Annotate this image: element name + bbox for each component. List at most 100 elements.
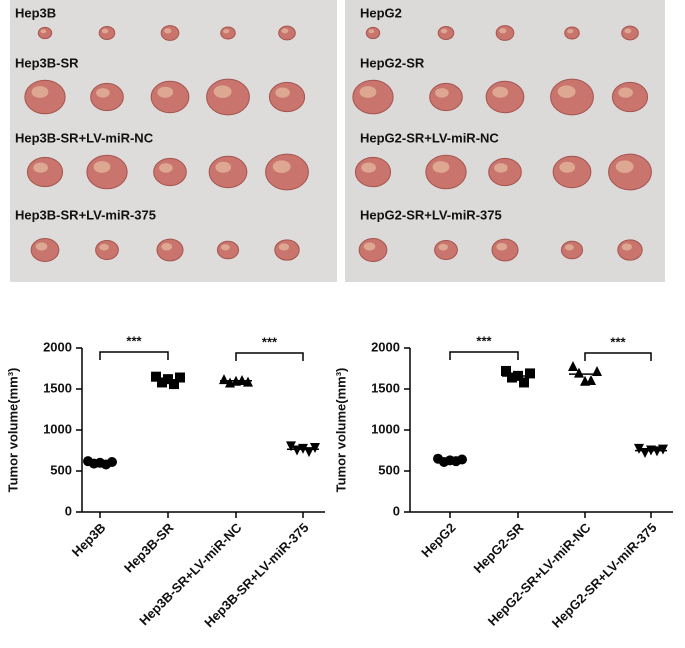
tumor-highlight bbox=[363, 242, 376, 251]
point bbox=[457, 454, 467, 465]
x-tick-label: HepG2-SR bbox=[470, 520, 526, 576]
photo-label: Hep3B-SR bbox=[15, 55, 79, 70]
x-tick-label: Hep3B bbox=[69, 520, 109, 560]
tumor bbox=[611, 81, 649, 113]
tumor-highlight bbox=[559, 161, 576, 173]
tumor bbox=[352, 79, 394, 115]
point bbox=[574, 367, 584, 378]
tumor-highlight bbox=[361, 162, 376, 173]
tumor bbox=[358, 237, 388, 263]
tumor-highlight bbox=[31, 86, 49, 98]
tumor bbox=[617, 239, 643, 261]
y-tick-label: 1000 bbox=[371, 421, 400, 436]
tumor-highlight bbox=[223, 29, 230, 34]
tumor bbox=[495, 25, 515, 41]
tumor bbox=[206, 78, 250, 116]
tumor-highlight bbox=[615, 160, 634, 173]
photo-label: HepG2-SR+LV-miR-NC bbox=[360, 130, 499, 145]
tumor bbox=[26, 156, 64, 188]
point bbox=[586, 374, 596, 385]
x-tick-label: HepG2 bbox=[418, 520, 458, 560]
tumor-highlight bbox=[220, 244, 230, 251]
tumor bbox=[488, 157, 522, 187]
point bbox=[310, 443, 320, 454]
y-tick-label: 0 bbox=[393, 503, 400, 518]
tumor bbox=[37, 26, 53, 40]
point bbox=[634, 443, 644, 454]
tumor bbox=[434, 240, 458, 260]
tumor bbox=[560, 240, 584, 260]
y-tick-label: 1500 bbox=[371, 380, 400, 395]
tumor bbox=[621, 25, 639, 41]
tumor-highlight bbox=[499, 28, 507, 34]
tumor-highlight bbox=[159, 163, 173, 173]
tumor bbox=[425, 154, 467, 190]
tumor bbox=[156, 238, 184, 262]
significance-label: *** bbox=[262, 334, 278, 349]
tumor bbox=[30, 237, 60, 263]
significance-bracket bbox=[99, 351, 169, 360]
tumor-highlight bbox=[93, 161, 111, 173]
point bbox=[219, 374, 229, 385]
photo-label: Hep3B bbox=[15, 5, 56, 20]
point bbox=[151, 371, 161, 382]
tumor-highlight bbox=[557, 85, 576, 98]
y-tick-label: 500 bbox=[50, 462, 72, 477]
tumor-highlight bbox=[40, 29, 47, 34]
tumor bbox=[265, 153, 309, 191]
tumor bbox=[564, 26, 580, 40]
tumor bbox=[86, 154, 128, 190]
point bbox=[658, 444, 668, 455]
tumor-highlight bbox=[492, 86, 509, 98]
tumor-highlight bbox=[99, 243, 109, 251]
point bbox=[169, 379, 179, 390]
tumor-highlight bbox=[440, 28, 448, 34]
tumor-highlight bbox=[494, 163, 508, 173]
tumor bbox=[365, 26, 381, 40]
point bbox=[286, 441, 296, 452]
tumor bbox=[485, 80, 525, 114]
tumor-highlight bbox=[438, 243, 448, 251]
point bbox=[292, 445, 302, 456]
tumor bbox=[160, 25, 180, 41]
tumor bbox=[208, 155, 248, 189]
tumor-highlight bbox=[359, 86, 377, 98]
tumor bbox=[98, 26, 116, 40]
y-tick-label: 2000 bbox=[43, 339, 72, 354]
tumor-highlight bbox=[368, 29, 375, 34]
tumor-highlight bbox=[281, 28, 289, 34]
tumor bbox=[268, 81, 306, 113]
tumor bbox=[552, 155, 592, 189]
tumor-highlight bbox=[432, 161, 450, 173]
significance-bracket bbox=[584, 352, 652, 361]
tumor-highlight bbox=[275, 87, 290, 98]
tumor-highlight bbox=[215, 161, 232, 173]
point bbox=[175, 372, 185, 383]
point bbox=[107, 456, 117, 467]
point bbox=[157, 377, 167, 388]
tumor-highlight bbox=[33, 162, 48, 173]
tumor bbox=[274, 239, 300, 261]
tumor bbox=[354, 156, 392, 188]
tumor-highlight bbox=[496, 242, 508, 251]
photo-panel bbox=[10, 0, 337, 282]
y-tick-label: 1500 bbox=[43, 380, 72, 395]
significance-bracket bbox=[449, 351, 519, 360]
point bbox=[519, 377, 529, 388]
tumor-highlight bbox=[161, 242, 173, 251]
photo-label: Hep3B-SR+LV-miR-NC bbox=[15, 130, 154, 145]
y-tick-label: 0 bbox=[65, 503, 72, 518]
point bbox=[507, 372, 517, 383]
tumor bbox=[550, 78, 594, 116]
y-axis-label: Tumor volume(mm³) bbox=[333, 368, 348, 493]
tumor bbox=[278, 25, 296, 41]
x-tick-label: Hep3B-SR bbox=[121, 520, 177, 576]
tumor-highlight bbox=[618, 87, 633, 98]
tumor bbox=[90, 82, 124, 112]
tumor bbox=[437, 26, 455, 40]
tumor bbox=[153, 157, 187, 187]
tumor bbox=[220, 26, 236, 40]
y-tick-label: 2000 bbox=[371, 339, 400, 354]
point bbox=[163, 374, 173, 385]
